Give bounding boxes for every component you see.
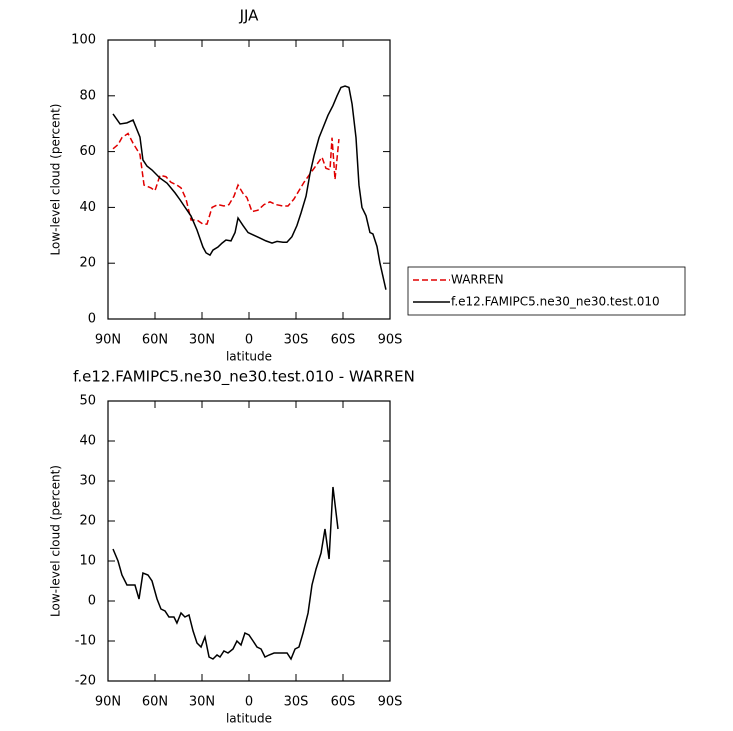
line-series	[112, 486, 339, 661]
y-tick-label: 10	[79, 554, 96, 569]
chart-title: JJA	[239, 7, 260, 25]
x-tick-label: 60S	[331, 333, 356, 348]
x-tick-label: 60S	[331, 695, 356, 710]
x-axis-label: latitude	[226, 712, 272, 726]
y-axis-label: Low-level cloud (percent)	[49, 465, 63, 617]
y-tick-label: -20	[75, 674, 96, 689]
legend-label: WARREN	[451, 273, 504, 287]
x-tick-label: 90N	[95, 695, 121, 710]
y-tick-label: 40	[79, 200, 96, 215]
y-tick-label: 0	[88, 594, 96, 609]
x-tick-label: 90S	[378, 695, 403, 710]
x-tick-label: 0	[245, 695, 253, 710]
x-tick-label: 60N	[142, 695, 168, 710]
x-tick-label: 30N	[189, 695, 215, 710]
plot-frame	[107, 39, 391, 320]
x-tick-label: 90S	[378, 333, 403, 348]
y-tick-label: -10	[75, 634, 96, 649]
y-tick-label: 30	[79, 474, 96, 489]
chart-title: f.e12.FAMIPC5.ne30_ne30.test.010 - WARRE…	[73, 368, 415, 387]
y-axis-label: Low-level cloud (percent)	[49, 104, 63, 256]
y-tick-label: 20	[79, 514, 96, 529]
y-tick-label: 100	[71, 33, 96, 48]
y-tick-label: 0	[88, 312, 96, 327]
x-tick-label: 90N	[95, 333, 121, 348]
y-tick-label: 40	[79, 434, 96, 449]
legend-label: f.e12.FAMIPC5.ne30_ne30.test.010	[451, 295, 660, 309]
x-tick-label: 0	[245, 333, 253, 348]
line-series	[112, 85, 387, 290]
x-tick-label: 30S	[284, 333, 309, 348]
y-tick-label: 50	[79, 394, 96, 409]
y-tick-label: 80	[79, 88, 96, 103]
y-tick-label: 60	[79, 144, 96, 159]
y-tick-label: 20	[79, 256, 96, 271]
plot-frame	[107, 400, 391, 682]
x-tick-label: 60N	[142, 333, 168, 348]
x-tick-label: 30S	[284, 695, 309, 710]
x-tick-label: 30N	[189, 333, 215, 348]
legend-box	[407, 266, 686, 316]
line-series	[112, 132, 340, 225]
x-axis-label: latitude	[226, 350, 272, 364]
